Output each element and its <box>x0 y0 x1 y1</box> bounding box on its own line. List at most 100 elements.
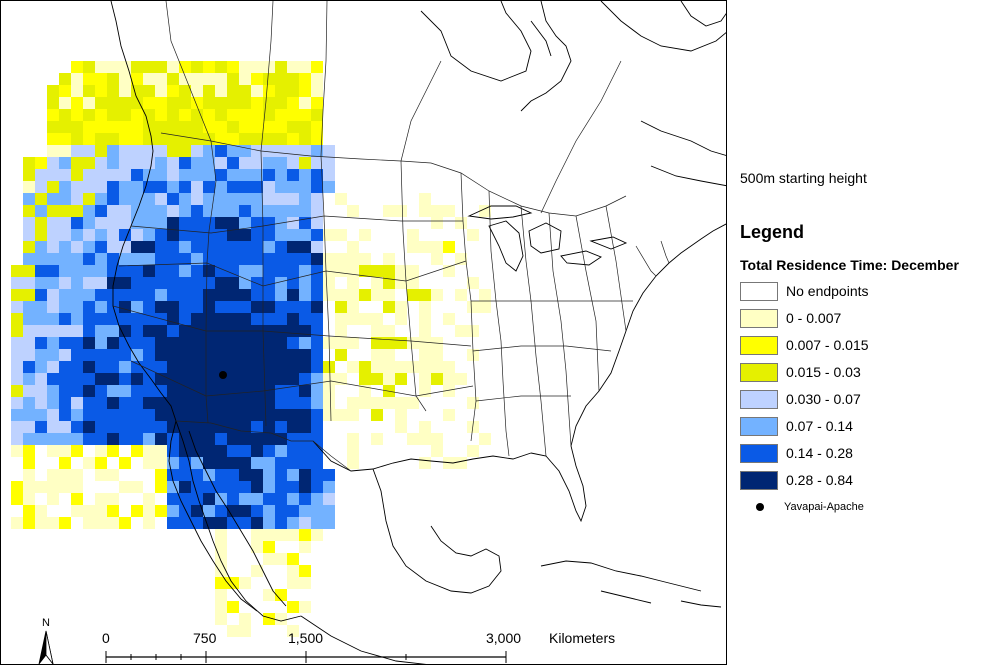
grid-cell <box>371 289 383 301</box>
grid-cell <box>47 337 59 349</box>
grid-cell <box>239 373 251 385</box>
grid-cell <box>263 589 275 601</box>
grid-cell <box>299 325 311 337</box>
grid-cell <box>59 217 71 229</box>
grid-cell <box>251 85 263 97</box>
grid-cell <box>383 253 395 265</box>
grid-cell <box>383 349 395 361</box>
grid-cell <box>107 85 119 97</box>
grid-cell <box>335 325 347 337</box>
grid-cell <box>47 469 59 481</box>
grid-cell <box>203 157 215 169</box>
grid-cell <box>287 565 299 577</box>
legend-label: 0.14 - 0.28 <box>786 445 853 461</box>
grid-cell <box>167 109 179 121</box>
grid-cell <box>179 229 191 241</box>
grid-cell <box>251 457 263 469</box>
grid-cell <box>299 445 311 457</box>
source-point-marker <box>219 371 227 379</box>
grid-cell <box>59 421 71 433</box>
grid-cell <box>83 109 95 121</box>
grid-cell <box>347 397 359 409</box>
grid-cell <box>263 205 275 217</box>
grid-cell <box>299 529 311 541</box>
grid-cell <box>383 325 395 337</box>
grid-cell <box>215 205 227 217</box>
grid-cell <box>191 217 203 229</box>
grid-cell <box>299 217 311 229</box>
grid-cell <box>119 61 131 73</box>
grid-cell <box>107 433 119 445</box>
grid-cell <box>179 97 191 109</box>
grid-cell <box>11 481 23 493</box>
grid-cell <box>95 73 107 85</box>
grid-cell <box>11 337 23 349</box>
state-boundaries <box>112 1 670 472</box>
grid-cell <box>155 361 167 373</box>
grid-cell <box>299 181 311 193</box>
grid-cell <box>311 445 323 457</box>
grid-cell <box>59 277 71 289</box>
grid-cell <box>395 313 407 325</box>
grid-cell <box>287 493 299 505</box>
grid-cell <box>347 361 359 373</box>
grid-cell <box>299 469 311 481</box>
grid-cell <box>71 205 83 217</box>
grid-cell <box>191 289 203 301</box>
grid-cell <box>47 121 59 133</box>
grid-cell <box>191 61 203 73</box>
grid-cell <box>35 289 47 301</box>
map-subtitle: 500m starting height <box>740 170 867 186</box>
grid-cell <box>287 85 299 97</box>
grid-cell <box>275 277 287 289</box>
grid-cell <box>71 97 83 109</box>
grid-cell <box>83 73 95 85</box>
grid-cell <box>239 157 251 169</box>
grid-cell <box>203 73 215 85</box>
grid-cell <box>239 409 251 421</box>
grid-cell <box>203 505 215 517</box>
grid-cell <box>95 433 107 445</box>
grid-cell <box>95 517 107 529</box>
grid-cell <box>71 397 83 409</box>
grid-cell <box>35 481 47 493</box>
grid-cell <box>59 85 71 97</box>
grid-cell <box>335 193 347 205</box>
grid-cell <box>179 109 191 121</box>
grid-cell <box>395 205 407 217</box>
grid-cell <box>275 361 287 373</box>
grid-cell <box>371 313 383 325</box>
grid-cell <box>287 109 299 121</box>
grid-cell <box>179 457 191 469</box>
grid-cell <box>107 109 119 121</box>
grid-cell <box>287 73 299 85</box>
grid-cell <box>95 409 107 421</box>
grid-cell <box>323 169 335 181</box>
grid-cell <box>395 373 407 385</box>
grid-cell <box>59 469 71 481</box>
grid-cell <box>179 253 191 265</box>
grid-cell <box>107 229 119 241</box>
grid-cell <box>275 385 287 397</box>
grid-cell <box>203 469 215 481</box>
grid-cell <box>407 397 419 409</box>
grid-cell <box>323 385 335 397</box>
grid-cell <box>35 433 47 445</box>
grid-cell <box>131 373 143 385</box>
grid-cell <box>167 325 179 337</box>
grid-cell <box>215 181 227 193</box>
grid-cell <box>275 421 287 433</box>
grid-cell <box>83 157 95 169</box>
grid-cell <box>203 61 215 73</box>
grid-cell <box>47 277 59 289</box>
grid-cell <box>119 253 131 265</box>
grid-cell <box>47 253 59 265</box>
grid-cell <box>287 313 299 325</box>
grid-cell <box>143 517 155 529</box>
grid-cell <box>311 277 323 289</box>
grid-cell <box>251 445 263 457</box>
grid-cell <box>263 121 275 133</box>
grid-cell <box>215 457 227 469</box>
grid-cell <box>215 169 227 181</box>
legend-subtitle: Total Residence Time: December <box>740 257 959 273</box>
